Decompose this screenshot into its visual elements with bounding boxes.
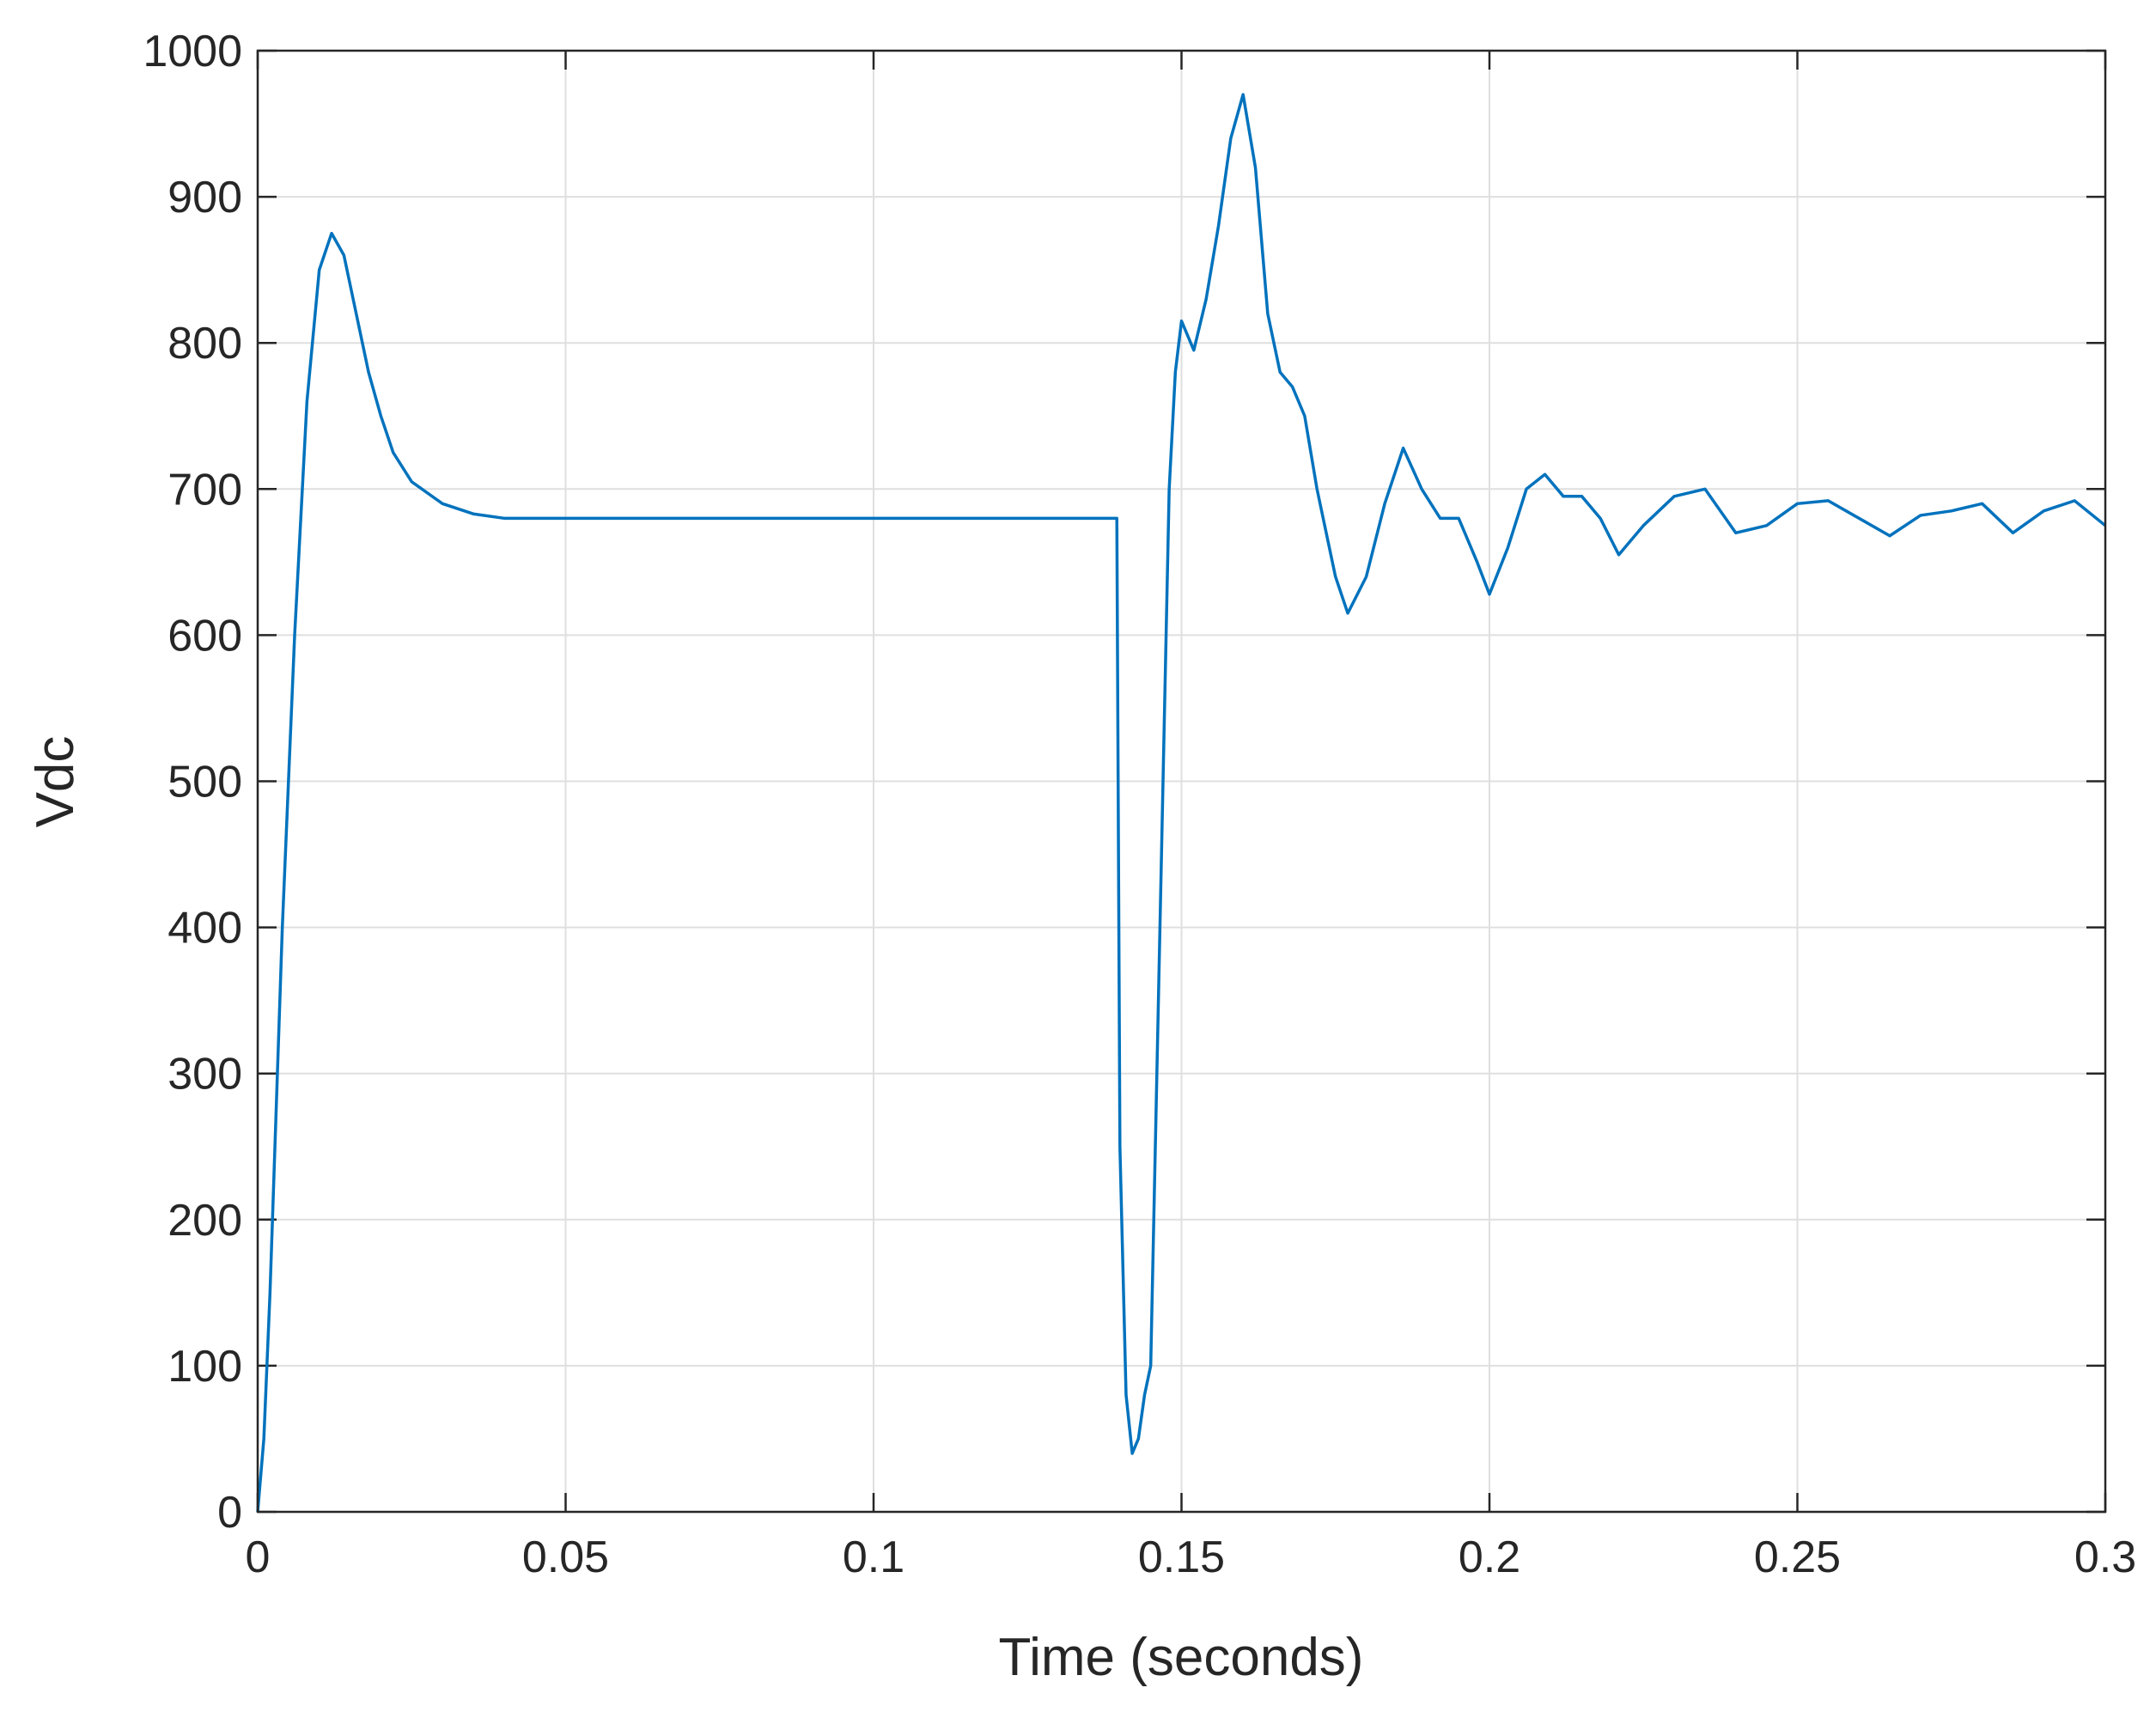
x-tick-label: 0.2 (1459, 1532, 1520, 1582)
x-tick-label: 0.1 (843, 1532, 904, 1582)
data-line (256, 93, 2107, 1513)
y-tick-label: 400 (167, 904, 242, 953)
y-tick-label: 100 (167, 1342, 242, 1392)
x-tick-label: 0.05 (522, 1532, 609, 1582)
y-axis-label: Vdc (26, 736, 85, 828)
y-tick-label: 600 (167, 611, 242, 661)
x-tick-label: 0.3 (2074, 1532, 2136, 1582)
y-tick-label: 1000 (143, 27, 242, 76)
x-tick-label: 0.25 (1754, 1532, 1841, 1582)
y-tick-label: 700 (167, 465, 242, 515)
y-tick-label: 200 (167, 1196, 242, 1246)
axes-box (256, 49, 2107, 1514)
x-tick-label: 0.15 (1138, 1532, 1225, 1582)
x-tick-label: 0 (246, 1532, 271, 1582)
x-axis-label: Time (seconds) (999, 1628, 1364, 1687)
y-tick-label: 800 (167, 319, 242, 369)
y-tick-label: 300 (167, 1050, 242, 1100)
y-tick-label: 0 (217, 1488, 242, 1538)
y-tick-label: 900 (167, 173, 242, 222)
y-tick-label: 500 (167, 758, 242, 807)
